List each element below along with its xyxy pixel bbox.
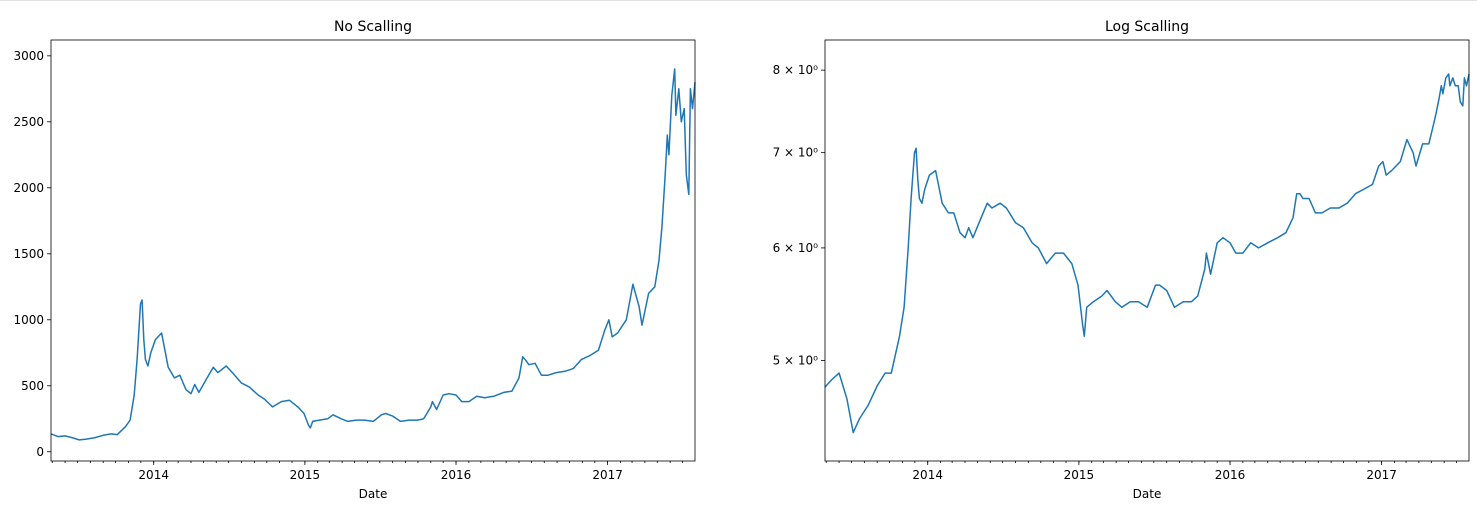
plot-frame — [824, 39, 1470, 462]
chart-panel-1: No Scalling 2014 2015 2016 2017 0 500 1000 1500 2… — [13, 19, 696, 501]
x-axis-label: Date — [359, 487, 388, 501]
y-tick-label: 5 × 10⁰ — [773, 354, 819, 368]
chart-title: No Scalling — [334, 19, 412, 35]
plot-frame — [50, 39, 696, 462]
y-tick-label: 1500 — [13, 247, 44, 261]
y-tick-label: 3000 — [13, 49, 44, 63]
y-tick-label: 7 × 10⁰ — [773, 146, 819, 160]
y-tick-label: 2000 — [13, 181, 44, 195]
x-tick-label: 2017 — [1366, 468, 1397, 482]
chart-panel-2: Log Scalling 2014 2015 2016 2017 5 × 10⁰ 6 × 1… — [773, 19, 1470, 501]
x-tick-label: 2014 — [138, 468, 169, 482]
y-tick-label: 500 — [21, 379, 44, 393]
chart-title: Log Scalling — [1105, 19, 1189, 35]
x-axis-label: Date — [1133, 487, 1162, 501]
x-tick-label: 2014 — [912, 468, 943, 482]
y-tick-label: 6 × 10⁰ — [773, 241, 819, 255]
y-tick-label: 0 — [36, 445, 44, 459]
x-tick-label: 2016 — [441, 468, 472, 482]
x-tick-label: 2015 — [290, 468, 321, 482]
top-border — [0, 0, 1477, 1]
y-tick-label: 2500 — [13, 115, 44, 129]
x-tick-label: 2015 — [1064, 468, 1095, 482]
x-tick-label: 2016 — [1215, 468, 1246, 482]
y-tick-label: 8 × 10⁰ — [773, 63, 819, 77]
x-tick-label: 2017 — [592, 468, 623, 482]
series-line — [50, 68, 696, 441]
series-line — [824, 73, 1470, 434]
y-tick-label: 1000 — [13, 313, 44, 327]
